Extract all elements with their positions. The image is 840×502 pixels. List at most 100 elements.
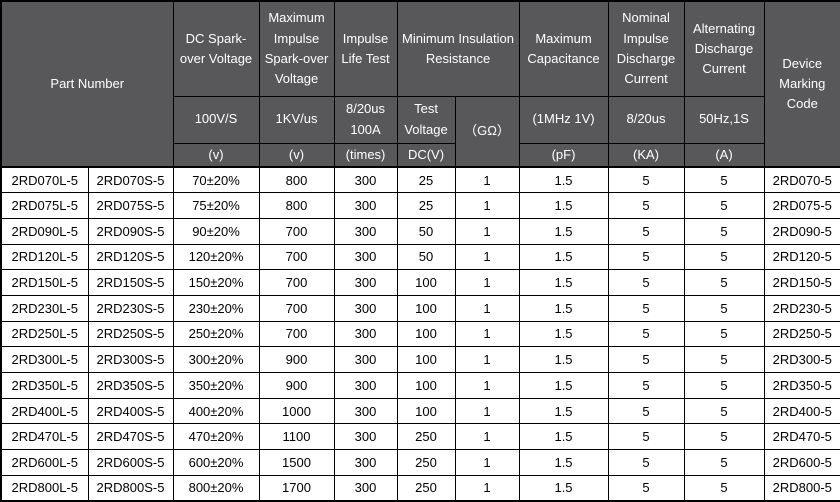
cell-max-impulse-sparkover-voltage: 900 [258,372,335,399]
cell-alternating-current: 5 [683,372,765,399]
cell-max-impulse-sparkover-voltage: 1100 [258,423,335,451]
cell-alternating-current: 5 [683,243,765,271]
header-test-voltage-condition: Test Voltage [396,95,456,144]
cell-nominal-impulse-current: 5 [607,474,685,502]
cell-alternating-current: 5 [683,217,765,245]
cell-max-impulse-sparkover-voltage: 900 [258,346,335,373]
cell-device-marking-code: 2RD120-5 [763,243,840,271]
cell-impulse-life-times: 300 [333,372,398,399]
cell-nominal-impulse-current: 5 [607,372,685,399]
cell-alternating-current: 5 [683,397,765,425]
cell-device-marking-code: 2RD070-5 [763,166,840,194]
cell-dc-sparkover-voltage: 230±20% [172,294,260,322]
cell-device-marking-code: 2RD400-5 [763,397,840,425]
cell-device-marking-code: 2RD075-5 [763,192,840,219]
cell-device-marking-code: 2RD600-5 [763,449,840,476]
table-row: 2RD230L-5 2RD230S-5 230±20% 700 300 100 … [0,294,840,322]
table-row: 2RD350L-5 2RD350S-5 350±20% 900 300 100 … [0,372,840,399]
cell-device-marking-code: 2RD090-5 [763,217,840,245]
table-row: 2RD090L-5 2RD090S-5 90±20% 700 300 50 1 … [0,217,840,245]
cell-max-capacitance: 1.5 [518,243,609,271]
cell-insulation-resistance: 1 [454,192,520,219]
cell-part-number-l: 2RD400L-5 [0,397,89,425]
table-header: Part Number DC Spark-over Voltage Maximu… [0,0,840,168]
table-row: 2RD300L-5 2RD300S-5 300±20% 900 300 100 … [0,346,840,373]
cell-part-number-l: 2RD070L-5 [0,166,89,194]
cell-device-marking-code: 2RD800-5 [763,474,840,502]
cell-alternating-current: 5 [683,346,765,373]
cell-alternating-current: 5 [683,166,765,194]
cell-part-number-s: 2RD250S-5 [87,320,174,348]
cell-alternating-current: 5 [683,474,765,502]
cell-dc-sparkover-voltage: 470±20% [172,423,260,451]
cell-max-impulse-sparkover-voltage: 800 [258,166,335,194]
cell-impulse-life-times: 300 [333,320,398,348]
header-title-row: Part Number DC Spark-over Voltage Maximu… [0,0,840,168]
cell-max-impulse-sparkover-voltage: 1000 [258,397,335,425]
cell-part-number-s: 2RD470S-5 [87,423,174,451]
cell-max-impulse-sparkover-voltage: 700 [258,294,335,322]
cell-dc-sparkover-voltage: 250±20% [172,320,260,348]
cell-part-number-l: 2RD150L-5 [0,269,89,296]
table-row: 2RD470L-5 2RD470S-5 470±20% 1100 300 250… [0,423,840,451]
cell-impulse-life-times: 300 [333,243,398,271]
cell-max-impulse-sparkover-voltage: 700 [258,269,335,296]
cell-nominal-impulse-current: 5 [607,243,685,271]
header-max-capacitance-title: Maximum Capacitance [518,0,609,97]
table-row: 2RD075L-5 2RD075S-5 75±20% 800 300 25 1 … [0,192,840,219]
cell-insulation-resistance: 1 [454,269,520,296]
header-impulse-life-condition: 8/20us 100A [333,95,398,144]
cell-impulse-life-times: 300 [333,346,398,373]
table-row: 2RD120L-5 2RD120S-5 120±20% 700 300 50 1… [0,243,840,271]
cell-nominal-impulse-current: 5 [607,192,685,219]
cell-max-impulse-sparkover-voltage: 1700 [258,474,335,502]
cell-max-capacitance: 1.5 [518,346,609,373]
cell-insulation-resistance: 1 [454,243,520,271]
cell-part-number-l: 2RD300L-5 [0,346,89,373]
cell-part-number-l: 2RD600L-5 [0,449,89,476]
cell-test-voltage: 50 [396,243,456,271]
header-part-number: Part Number [0,0,174,168]
header-nominal-impulse-title: Nominal Impulse Discharge Current [607,0,685,97]
cell-max-impulse-sparkover-voltage: 1500 [258,449,335,476]
cell-alternating-current: 5 [683,294,765,322]
cell-max-capacitance: 1.5 [518,192,609,219]
cell-max-capacitance: 1.5 [518,294,609,322]
cell-max-capacitance: 1.5 [518,320,609,348]
header-max-impulse-sparkover-title: Maximum Impulse Spark-over Voltage [258,0,335,97]
cell-impulse-life-times: 300 [333,192,398,219]
cell-part-number-l: 2RD090L-5 [0,217,89,245]
cell-part-number-s: 2RD120S-5 [87,243,174,271]
cell-alternating-current: 5 [683,449,765,476]
cell-dc-sparkover-voltage: 90±20% [172,217,260,245]
table-row: 2RD150L-5 2RD150S-5 150±20% 700 300 100 … [0,269,840,296]
cell-insulation-resistance: 1 [454,217,520,245]
cell-part-number-s: 2RD150S-5 [87,269,174,296]
header-insulation-resistance-unit: （GΩ） [454,95,520,168]
header-nominal-impulse-unit: (KA) [607,142,685,168]
cell-insulation-resistance: 1 [454,294,520,322]
cell-impulse-life-times: 300 [333,449,398,476]
cell-part-number-s: 2RD400S-5 [87,397,174,425]
cell-insulation-resistance: 1 [454,397,520,425]
cell-test-voltage: 25 [396,192,456,219]
header-condition-row: 100V/S 1KV/us 8/20us 100A Test Voltage （… [1,95,840,168]
table-row: 2RD600L-5 2RD600S-5 600±20% 1500 300 250… [0,449,840,476]
header-max-impulse-sparkover-unit: (v) [258,142,335,168]
cell-insulation-resistance: 1 [454,474,520,502]
header-max-capacitance-condition: (1MHz 1V) [518,95,609,144]
header-max-impulse-sparkover-condition: 1KV/us [258,95,335,144]
header-impulse-life-title: Impulse Life Test [333,0,398,97]
header-nominal-impulse-condition: 8/20us [607,95,685,144]
cell-part-number-s: 2RD350S-5 [87,372,174,399]
header-unit-row: (v) (v) (times) DC(V) (pF) (KA) (A) [1,142,840,168]
cell-device-marking-code: 2RD250-5 [763,320,840,348]
cell-test-voltage: 250 [396,474,456,502]
cell-nominal-impulse-current: 5 [607,217,685,245]
cell-test-voltage: 100 [396,320,456,348]
cell-dc-sparkover-voltage: 350±20% [172,372,260,399]
cell-max-impulse-sparkover-voltage: 700 [258,320,335,348]
cell-nominal-impulse-current: 5 [607,166,685,194]
